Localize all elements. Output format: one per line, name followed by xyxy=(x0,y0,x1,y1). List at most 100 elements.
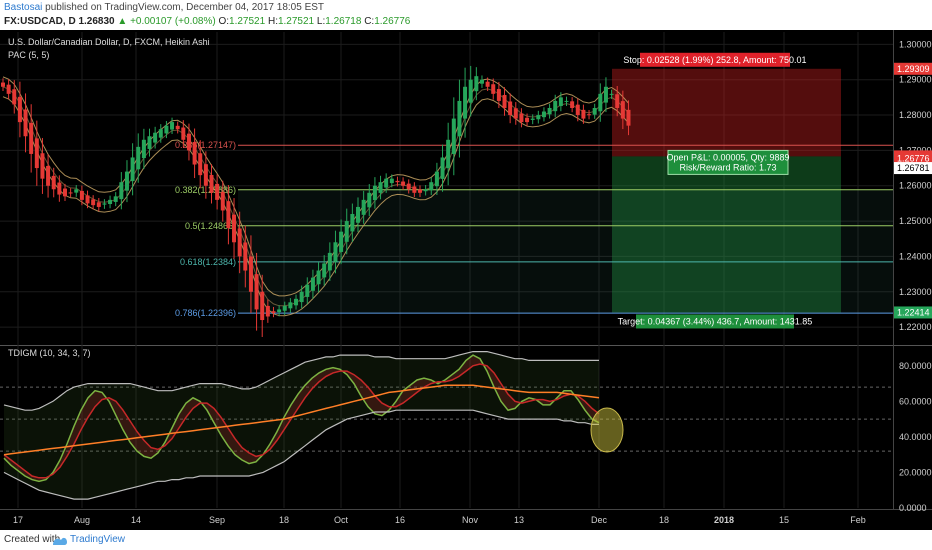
candle-body xyxy=(158,129,163,138)
candle-body xyxy=(124,171,129,191)
quote-line: FX:USDCAD, D 1.26830 ▲ +0.00107 (+0.08%)… xyxy=(4,16,410,27)
x-tick-label: 18 xyxy=(659,515,669,525)
tdi-cross-fill xyxy=(4,355,599,482)
x-tick-label: Nov xyxy=(462,515,479,525)
low-label: L: xyxy=(316,16,326,27)
x-tick-label: Dec xyxy=(591,515,608,525)
candle-body xyxy=(232,214,237,243)
candle-body xyxy=(350,214,355,232)
candle-body xyxy=(530,118,535,120)
indicator-y-tick: 40.0000 xyxy=(899,432,932,442)
y-tick-label: 1.28000 xyxy=(899,110,932,120)
candle-body xyxy=(203,164,208,186)
y-tick-label: 1.29000 xyxy=(899,75,932,85)
candle-body xyxy=(541,111,546,118)
candle-body xyxy=(339,231,344,252)
candle-body xyxy=(51,175,56,190)
pac-upper-band xyxy=(2,76,629,297)
candle-body xyxy=(248,256,253,292)
position-labels: Stop: 0.02528 (1.99%) 252.8, Amount: 750… xyxy=(618,52,812,329)
candle-body xyxy=(68,192,73,194)
y-tick-label: 1.30000 xyxy=(899,39,932,49)
fib-level-label: 0.5(1.24866) xyxy=(185,221,236,231)
y-tick-label: 1.23000 xyxy=(899,287,932,297)
target-zone[interactable] xyxy=(612,156,841,313)
candle-body xyxy=(356,206,361,223)
candle-body xyxy=(598,93,603,112)
price-badge-label: 1.22414 xyxy=(897,307,930,317)
indicator-y-tick: 60.0000 xyxy=(899,396,932,406)
candle-body xyxy=(108,199,113,205)
candle-body xyxy=(536,115,541,120)
candle-body xyxy=(508,101,513,116)
candle-body xyxy=(603,86,608,103)
candle-body xyxy=(198,153,203,176)
candle-body xyxy=(327,252,332,271)
candle-body xyxy=(12,89,17,105)
open-value: 1.27521 xyxy=(229,16,266,27)
chart-canvas[interactable]: 0.236(1.27147)0.382(1.25886)0.5(1.24866)… xyxy=(0,30,932,530)
candle-body xyxy=(130,157,135,182)
price-badge-label: 1.26776 xyxy=(897,153,930,163)
highlight-ellipse xyxy=(590,407,624,453)
candle-body xyxy=(237,228,242,257)
candle-body xyxy=(429,182,434,191)
author-link[interactable]: Bastosai xyxy=(4,2,43,13)
candle-body xyxy=(102,203,107,205)
price-badge-label: 1.26781 xyxy=(897,163,930,173)
candle-body xyxy=(192,142,197,165)
candle-body xyxy=(401,181,406,186)
tdi-band-fill xyxy=(4,351,599,500)
candle-body xyxy=(265,305,270,317)
candle-body xyxy=(299,291,304,303)
footer-bar: Created with TradingView xyxy=(0,530,932,550)
candle-body xyxy=(254,274,259,310)
tdi-lower-band xyxy=(3,409,599,500)
candle-body xyxy=(406,183,411,190)
candle-body xyxy=(164,125,169,134)
candle-body xyxy=(496,89,501,101)
x-tick-label: 16 xyxy=(395,515,405,525)
y-tick-label: 1.27000 xyxy=(899,145,932,155)
x-tick-label: Sep xyxy=(209,515,225,525)
candle-body xyxy=(620,101,625,119)
close-label: C: xyxy=(364,16,375,27)
candle-body xyxy=(243,242,248,271)
candle-body xyxy=(277,309,282,313)
candle-body xyxy=(440,157,445,179)
candle-body xyxy=(434,171,439,187)
candle-body xyxy=(564,100,569,102)
pac-bands xyxy=(2,76,629,317)
price-change: ▲ +0.00107 (+0.08%) xyxy=(117,16,216,27)
indicator-y-tick: 80.0000 xyxy=(899,361,932,371)
y-tick-label: 1.25000 xyxy=(899,216,932,226)
candle-body xyxy=(1,82,5,87)
candle-body xyxy=(451,118,456,154)
stop-zone[interactable] xyxy=(612,68,841,157)
x-tick-label: 15 xyxy=(779,515,789,525)
candle-body xyxy=(186,133,191,151)
candle-body xyxy=(288,302,293,309)
tradingview-brand[interactable]: TradingView xyxy=(70,534,126,545)
candle-body xyxy=(29,122,34,154)
axes: 17 Aug 14 Sep 18 Oct 16 Nov 13 Dec 18 2018 15 Feb 1.30… xyxy=(13,39,932,525)
candle-body xyxy=(468,79,473,103)
candle-body xyxy=(423,189,428,192)
candle-body xyxy=(57,182,62,195)
y-tick-label: 1.26000 xyxy=(899,181,932,191)
main-chart-title: U.S. Dollar/Canadian Dollar, D, FXCM, He… xyxy=(8,37,210,47)
x-tick-label: 13 xyxy=(514,515,524,525)
fib-level-label: 0.786(1.22396) xyxy=(175,308,236,318)
candle-body xyxy=(170,122,175,130)
candle-body xyxy=(412,186,417,193)
x-tick-label: 14 xyxy=(131,515,141,525)
tdi-upper-band xyxy=(3,351,599,411)
candle-body xyxy=(513,108,518,119)
candle-body xyxy=(181,127,186,140)
fib-level-label: 0.618(1.2384) xyxy=(180,257,236,267)
y-tick-label: 1.22000 xyxy=(899,322,932,332)
candle-body xyxy=(485,81,490,87)
candle-body xyxy=(361,199,366,215)
position-tool[interactable] xyxy=(612,68,841,313)
candle-body xyxy=(575,104,580,116)
